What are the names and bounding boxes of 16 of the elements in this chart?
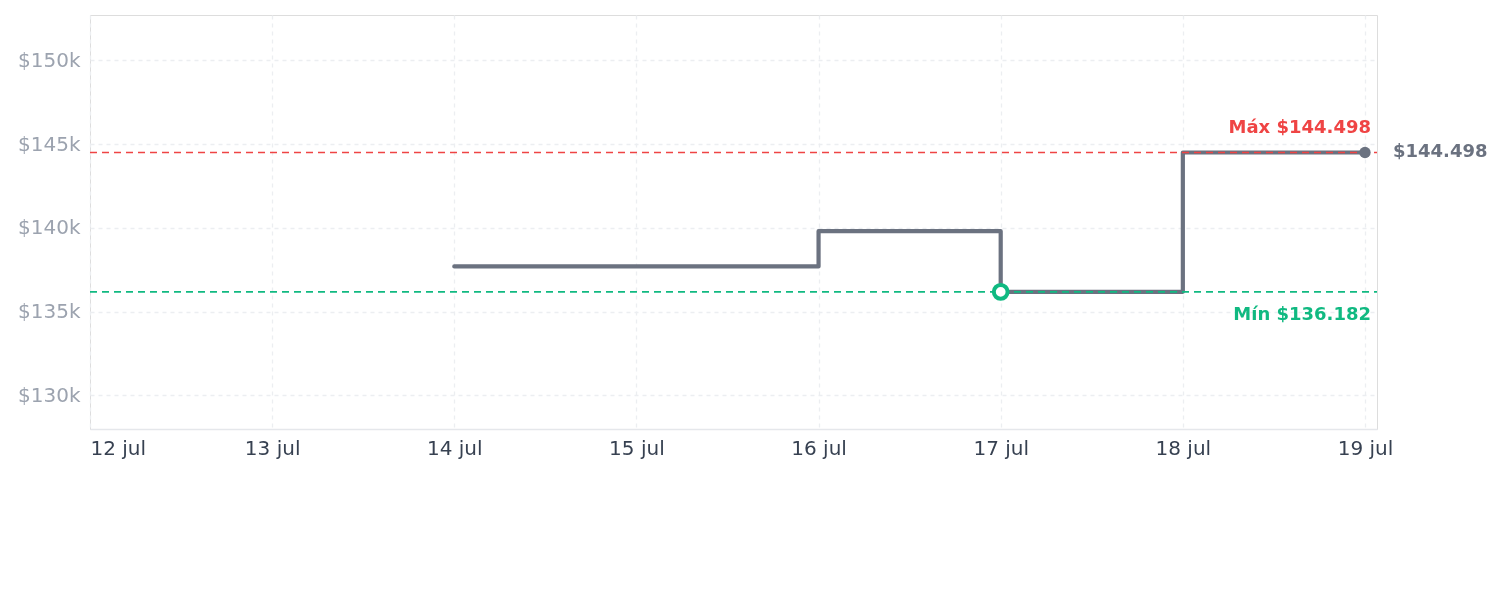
y-tick-label: $140k bbox=[18, 215, 81, 240]
x-tick-label: 13 jul bbox=[244, 435, 301, 460]
x-tick-label: 15 jul bbox=[609, 435, 665, 460]
y-tick-label: $150k bbox=[18, 47, 81, 72]
x-tick-label: 12 jul bbox=[90, 435, 147, 460]
x-tick-label: 18 jul bbox=[1155, 435, 1212, 460]
x-tick-label: 16 jul bbox=[791, 435, 847, 460]
y-tick-label: $130k bbox=[18, 382, 81, 407]
y-tick-label: $135k bbox=[18, 299, 81, 324]
y-tick-label: $145k bbox=[18, 131, 81, 156]
x-tick-label: 17 jul bbox=[973, 435, 1030, 460]
x-tick-label: 14 jul bbox=[426, 435, 483, 460]
ref-line-label: Máx $144.498 bbox=[1228, 116, 1371, 138]
x-tick-label: 19 jul bbox=[1337, 435, 1394, 460]
ref-line-label: Mín $136.182 bbox=[1233, 302, 1371, 324]
annotation: $144.498 bbox=[1392, 140, 1488, 162]
